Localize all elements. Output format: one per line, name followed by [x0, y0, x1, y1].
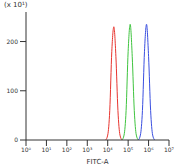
svg-text:100: 100 [8, 87, 18, 94]
svg-text:10⁰: 10⁰ [21, 146, 32, 153]
svg-text:200: 200 [8, 38, 18, 45]
svg-text:0: 0 [14, 136, 18, 143]
svg-text:FITC-A: FITC-A [86, 158, 108, 166]
svg-text:10¹: 10¹ [41, 146, 52, 153]
html-text:(x 10¹): (x 10¹) [4, 1, 28, 9]
svg-text:10³: 10³ [82, 146, 93, 153]
svg-text:10⁵: 10⁵ [123, 146, 134, 153]
svg-text:10²: 10² [62, 146, 73, 153]
svg-text:10⁴: 10⁴ [103, 146, 114, 153]
svg-text:10⁷: 10⁷ [164, 146, 169, 153]
svg-text:10⁶: 10⁶ [144, 146, 155, 153]
